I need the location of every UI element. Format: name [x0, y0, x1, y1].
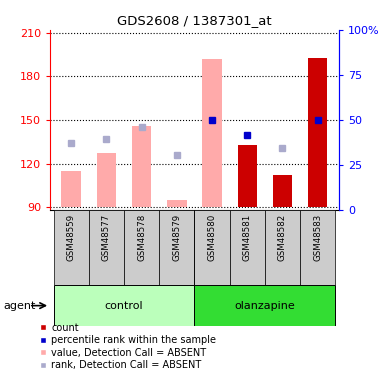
Bar: [194, 285, 335, 326]
Bar: [265, 210, 300, 285]
Bar: [54, 285, 194, 326]
Text: GSM48559: GSM48559: [67, 214, 76, 261]
Bar: [273, 175, 292, 207]
Text: agent: agent: [4, 301, 36, 310]
Text: GSM48580: GSM48580: [208, 214, 216, 261]
Bar: [54, 210, 89, 285]
Text: GSM48581: GSM48581: [243, 214, 252, 261]
Bar: [159, 210, 194, 285]
Legend: count, percentile rank within the sample, value, Detection Call = ABSENT, rank, : count, percentile rank within the sample…: [40, 323, 216, 370]
Text: GSM48578: GSM48578: [137, 214, 146, 261]
Bar: [229, 210, 265, 285]
Bar: [300, 210, 335, 285]
Text: GSM48582: GSM48582: [278, 214, 287, 261]
Bar: [238, 145, 257, 207]
Bar: [203, 59, 222, 207]
Bar: [132, 126, 151, 207]
Text: control: control: [105, 301, 143, 310]
Bar: [308, 58, 327, 207]
Text: GSM48583: GSM48583: [313, 214, 322, 261]
Bar: [97, 153, 116, 207]
Bar: [194, 210, 229, 285]
Bar: [89, 210, 124, 285]
Text: olanzapine: olanzapine: [234, 301, 295, 310]
Text: GSM48577: GSM48577: [102, 214, 111, 261]
Text: GSM48579: GSM48579: [172, 214, 181, 261]
Bar: [124, 210, 159, 285]
Bar: [62, 171, 81, 207]
Title: GDS2608 / 1387301_at: GDS2608 / 1387301_at: [117, 15, 272, 27]
Bar: [167, 200, 186, 207]
